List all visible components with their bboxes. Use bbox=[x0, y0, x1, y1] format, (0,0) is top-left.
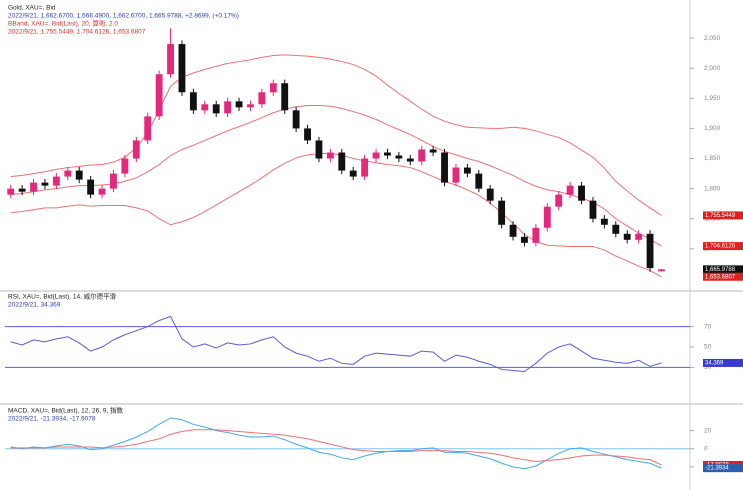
candle-body bbox=[555, 194, 563, 207]
last-value-box bbox=[703, 242, 743, 251]
candle-body bbox=[623, 233, 631, 240]
y-tick-label: 1,850 bbox=[704, 155, 721, 162]
last-value-label: 34.369 bbox=[705, 361, 724, 367]
candle-body bbox=[395, 155, 403, 159]
indicator-title: MACD, XAU=, Bid(Last), 12, 26, 9, 指数 bbox=[8, 406, 124, 415]
y-tick-label: 2,050 bbox=[704, 35, 721, 42]
indicator-title: RSI, XAU=, Bid(Last), 14, 威尔德平滑 bbox=[8, 292, 117, 301]
candle-body bbox=[463, 167, 471, 174]
candle-body bbox=[349, 170, 357, 177]
candle-body bbox=[338, 152, 346, 171]
y-tick-label: 1,950 bbox=[704, 95, 721, 102]
candle-body bbox=[64, 170, 72, 177]
series-line bbox=[10, 417, 662, 470]
candle-body bbox=[7, 188, 15, 195]
candle-body bbox=[315, 140, 323, 159]
candle-body bbox=[212, 104, 220, 114]
last-value-label: 1,665.9788 bbox=[705, 267, 736, 273]
y-tick-label: 1,800 bbox=[704, 185, 721, 192]
last-value-box bbox=[703, 211, 743, 220]
y-tick-label: 1,900 bbox=[704, 125, 721, 132]
candle-body bbox=[658, 269, 665, 272]
candle-body bbox=[132, 140, 140, 159]
candle-body bbox=[486, 188, 494, 201]
candle-body bbox=[612, 224, 620, 234]
candle-body bbox=[566, 185, 574, 195]
candle-body bbox=[600, 218, 608, 225]
last-value-box bbox=[703, 358, 743, 367]
last-value-box bbox=[703, 265, 743, 274]
candle-body bbox=[418, 149, 426, 162]
candle-body bbox=[543, 206, 551, 228]
candle-body bbox=[247, 104, 254, 108]
candle-body bbox=[224, 101, 232, 114]
last-value-label: 1,704.6126 bbox=[705, 244, 736, 250]
candle-body bbox=[144, 116, 152, 141]
candle-body bbox=[178, 44, 186, 93]
indicator-values: 2022/9/21, -21.3934, -17.9078 bbox=[8, 416, 96, 423]
overlay-values: 2022/9/21, 1,755.5449, 1,704.6126, 1,653… bbox=[8, 29, 146, 36]
candle-body bbox=[189, 92, 197, 111]
series-line bbox=[10, 105, 662, 247]
last-value-box bbox=[703, 272, 743, 281]
candle-body bbox=[201, 104, 209, 111]
last-value-label: 1,755.5449 bbox=[705, 213, 736, 219]
candle-body bbox=[41, 182, 49, 186]
candle-body bbox=[258, 92, 266, 105]
series-line bbox=[10, 315, 662, 372]
candle-body bbox=[589, 200, 597, 219]
candle-body bbox=[292, 110, 300, 129]
candle-body bbox=[87, 179, 95, 195]
series-line bbox=[10, 429, 662, 466]
candle-body bbox=[452, 167, 460, 183]
candle-body bbox=[441, 152, 448, 183]
candle-body bbox=[429, 149, 437, 153]
candle-body bbox=[121, 158, 129, 174]
y-tick-label: 2,000 bbox=[704, 65, 721, 72]
candle-body bbox=[361, 158, 369, 177]
candle-body bbox=[406, 158, 414, 162]
last-value-box bbox=[703, 464, 743, 473]
indicator-values: 2022/9/21, 34.369 bbox=[8, 302, 61, 309]
candle-body bbox=[167, 44, 174, 75]
overlay-title: BBand, XAU=, Bid(Last), 20, 算術, 2.0 bbox=[8, 19, 118, 28]
candle-body bbox=[372, 152, 380, 159]
candle-body bbox=[281, 83, 289, 111]
candle-body bbox=[235, 101, 243, 108]
indicator-values: 2022/9/21, 1,662.6700, 1,666.4900, 1,662… bbox=[8, 13, 239, 20]
candle-body bbox=[155, 74, 163, 117]
candle-body bbox=[52, 176, 60, 186]
candle-body bbox=[75, 170, 83, 180]
candle-body bbox=[521, 236, 528, 243]
series-line bbox=[10, 152, 662, 278]
candle-body bbox=[578, 185, 585, 201]
candle-body bbox=[646, 233, 654, 269]
last-value-label: -21.3934 bbox=[705, 466, 729, 472]
y-tick-label: 50 bbox=[704, 344, 712, 351]
candle-body bbox=[326, 152, 334, 159]
candle-body bbox=[98, 188, 106, 195]
y-tick-label: 30 bbox=[704, 364, 712, 371]
y-tick-label: 0 bbox=[704, 445, 708, 452]
candle-body bbox=[269, 83, 277, 93]
candle-body bbox=[498, 200, 506, 225]
candle-body bbox=[532, 227, 540, 243]
candle-body bbox=[18, 188, 26, 192]
y-tick-label: 70 bbox=[704, 323, 712, 330]
candle-body bbox=[30, 182, 37, 192]
candle-body bbox=[509, 224, 517, 237]
candle-body bbox=[635, 233, 643, 240]
candle-body bbox=[304, 128, 311, 141]
indicator-title: Gold, XAU=, Bid bbox=[8, 5, 56, 12]
candle-body bbox=[110, 173, 117, 189]
series-line bbox=[10, 54, 662, 216]
candle-body bbox=[384, 152, 391, 156]
last-value-label: 1,653.6807 bbox=[705, 274, 736, 280]
y-tick-label: 20 bbox=[704, 427, 712, 434]
candle-body bbox=[475, 173, 483, 189]
